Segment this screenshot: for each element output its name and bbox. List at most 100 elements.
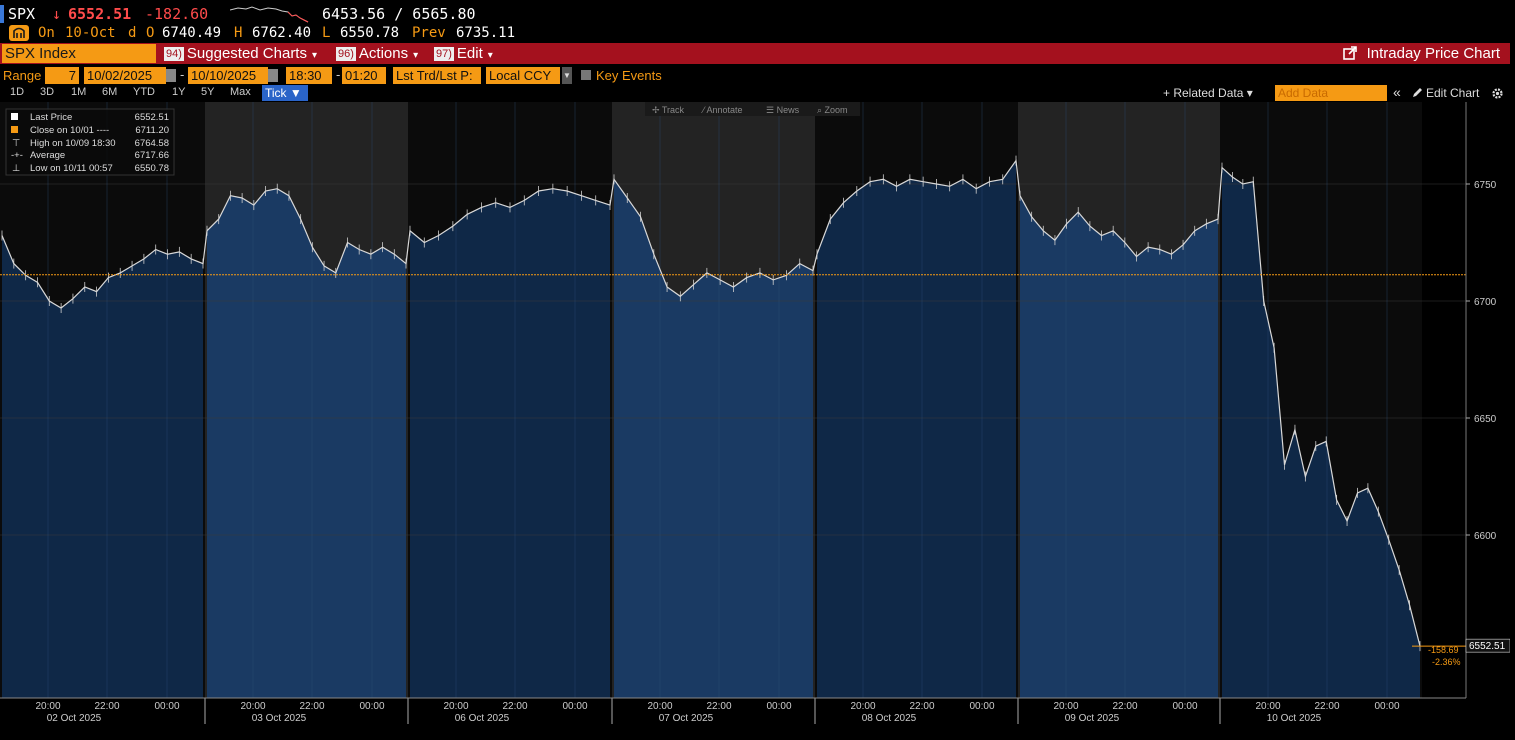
legend-label: Average <box>30 150 65 161</box>
intraday-price-chart[interactable]: 6600 6650 6700 6750 20:00 22:00 00:00 02 Oct 2… <box>0 102 1510 740</box>
x-tick-label: 22:00 <box>94 701 119 712</box>
open-label: O <box>146 25 155 41</box>
track-button[interactable]: ✢ Track <box>652 105 685 115</box>
gear-icon[interactable] <box>1491 87 1504 100</box>
key-events-checkbox[interactable] <box>581 70 591 80</box>
legend-marker-last <box>11 113 18 120</box>
security-field[interactable]: SPX Index <box>2 44 156 63</box>
day-range: 6453.56 / 6565.80 <box>322 5 476 23</box>
period-6m[interactable]: 6M <box>102 86 118 98</box>
session-area <box>614 179 813 699</box>
x-tick-label: 22:00 <box>1112 701 1137 712</box>
edit-chart-label: Edit Chart <box>1426 86 1480 100</box>
y-tick-label: 6700 <box>1474 297 1497 308</box>
sparkline-icon <box>230 6 309 23</box>
x-tick-label: 22:00 <box>1314 701 1339 712</box>
range-label: Range <box>3 68 42 83</box>
legend-label: Close on 10/01 ---- <box>30 125 109 136</box>
last-price-marker: 6552.51 -158.69 -2.36% <box>1428 638 1510 667</box>
on-label: On <box>38 25 55 41</box>
legend-value: 6552.51 <box>135 112 169 123</box>
chevron-down-icon: ▾ <box>413 50 419 61</box>
period-1d[interactable]: 1D <box>10 86 25 98</box>
change-pct-label: -2.36% <box>1432 657 1461 667</box>
start-date-field[interactable]: 10/02/2025 <box>84 67 166 84</box>
period-max[interactable]: Max <box>230 86 251 98</box>
x-tick-label: 20:00 <box>443 701 468 712</box>
edit-menu[interactable]: 97) Edit ▾ <box>434 43 493 64</box>
session-area <box>2 235 203 698</box>
range-days-field[interactable]: 7 <box>45 67 79 84</box>
prev-value: 6735.11 <box>456 25 516 41</box>
range-row: Range 7 10/02/2025 - 10/10/2025 18:30 - … <box>0 67 1510 85</box>
price-series <box>1 158 1421 647</box>
session-area <box>1222 167 1420 699</box>
end-time-field[interactable]: 01:20 <box>342 67 386 84</box>
suggested-charts-menu[interactable]: 94) Suggested Charts ▾ <box>164 43 317 64</box>
y-axis: 6600 6650 6700 6750 <box>1465 102 1497 698</box>
last-price: 6552.51 <box>68 5 132 23</box>
add-data-input[interactable]: Add Data <box>1275 85 1387 101</box>
legend-marker-close <box>11 126 18 133</box>
period-ytd[interactable]: YTD <box>133 86 155 98</box>
zoom-button[interactable]: ⌕ Zoom <box>817 105 848 115</box>
x-tick-label: 00:00 <box>154 701 179 712</box>
x-tick-label: 00:00 <box>1172 701 1197 712</box>
x-date-label: 03 Oct 2025 <box>252 713 307 724</box>
news-button[interactable]: ☰ News <box>766 105 800 115</box>
collapse-icon[interactable]: « <box>1393 84 1401 100</box>
x-tick-label: 22:00 <box>502 701 527 712</box>
edit-chart-button[interactable]: Edit Chart <box>1412 86 1479 100</box>
function-menu-bar: SPX Index 94) Suggested Charts ▾ 96) Action… <box>0 43 1510 64</box>
ohlc-line: On 10-Oct d O 6740.49 H 6762.40 L 6550.7… <box>0 25 1510 43</box>
legend-label: Last Price <box>30 112 72 123</box>
currency-select[interactable]: Local CCY <box>486 67 560 84</box>
price-field-select[interactable]: Lst Trd/Lst P: <box>393 67 481 84</box>
down-arrow-icon: ↓ <box>52 5 62 23</box>
calendar-icon[interactable] <box>166 69 176 82</box>
x-tick-label: 00:00 <box>1374 701 1399 712</box>
chart-toolbar: ✢ Track ⁄ Annotate ☰ News ⌕ Zoom <box>645 102 860 116</box>
chart-legend: Last Price 6552.51 Close on 10/01 ---- 6… <box>5 108 175 176</box>
x-tick-label: 22:00 <box>909 701 934 712</box>
x-tick-label: 22:00 <box>299 701 324 712</box>
range-dash: - <box>336 67 341 82</box>
x-tick-label: 22:00 <box>706 701 731 712</box>
x-date-label: 10 Oct 2025 <box>1267 713 1322 724</box>
ticker-symbol[interactable]: SPX <box>8 5 36 23</box>
menu-icon[interactable] <box>9 25 29 41</box>
x-tick-label: 00:00 <box>969 701 994 712</box>
last-price-label: 6552.51 <box>1469 641 1506 652</box>
legend-value: 6711.20 <box>135 125 169 136</box>
annotate-button[interactable]: ⁄ Annotate <box>701 105 743 115</box>
x-tick-label: 20:00 <box>647 701 672 712</box>
start-time-field[interactable]: 18:30 <box>286 67 332 84</box>
period-1m[interactable]: 1M <box>71 86 87 98</box>
high-value: 6762.40 <box>252 25 312 41</box>
period-1y[interactable]: 1Y <box>172 86 186 98</box>
y-tick-label: 6600 <box>1474 531 1497 542</box>
window-title-text: Intraday Price Chart <box>1366 45 1500 62</box>
key-events-label: Key Events <box>596 68 662 83</box>
period-5y[interactable]: 5Y <box>201 86 215 98</box>
calendar-icon[interactable] <box>268 69 278 82</box>
low-icon: ⊥ <box>12 163 20 174</box>
popout-icon[interactable] <box>1342 46 1357 60</box>
range-dash: - <box>180 67 185 82</box>
open-value: 6740.49 <box>162 25 222 41</box>
related-data-button[interactable]: + Related Data ▾ <box>1163 86 1253 100</box>
end-date-field[interactable]: 10/10/2025 <box>188 67 268 84</box>
period-3d[interactable]: 3D <box>40 86 55 98</box>
chevron-down-icon: ▾ <box>487 50 493 61</box>
x-tick-label: 20:00 <box>1255 701 1280 712</box>
x-tick-label: 00:00 <box>359 701 384 712</box>
legend-label: High on 10/09 18:30 <box>30 138 116 149</box>
low-value: 6550.78 <box>340 25 400 41</box>
chevron-down-icon[interactable]: ▼ <box>562 67 572 84</box>
period-tick-selected[interactable]: Tick ▼ <box>262 85 308 101</box>
actions-menu[interactable]: 96) Actions ▾ <box>336 43 418 64</box>
change-label: -158.69 <box>1428 645 1459 655</box>
price-line <box>1 155 1421 652</box>
net-change: -182.60 <box>145 5 209 23</box>
